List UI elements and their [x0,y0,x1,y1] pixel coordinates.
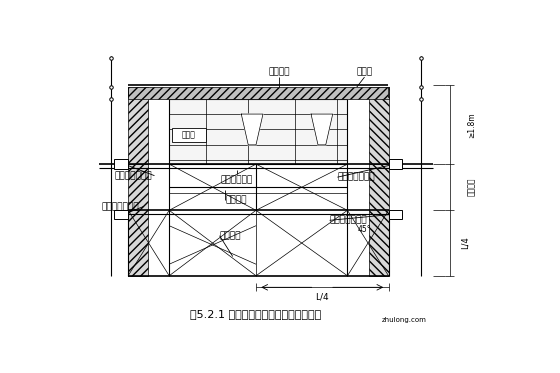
Text: 图5.2.1 滑模平台及筒仓顶板支撑示意图: 图5.2.1 滑模平台及筒仓顶板支撑示意图 [190,309,321,319]
Text: 加固斜撑: 加固斜撑 [220,231,241,240]
Bar [169,99,347,164]
Text: 加固箍条: 加固箍条 [225,196,246,205]
Text: 桁架高度: 桁架高度 [467,178,476,197]
Text: 斜撑支撑钢牛腿: 斜撑支撑钢牛腿 [330,216,367,225]
Text: 斜撑支撑钢牛腿: 斜撑支撑钢牛腿 [101,202,139,211]
Bar [128,164,147,276]
Text: 桁架支撑钢牛腿: 桁架支撑钢牛腿 [114,171,152,180]
Polygon shape [241,114,263,145]
Bar [114,160,128,169]
Text: 45°: 45° [358,225,371,234]
Text: ≥1.8m: ≥1.8m [467,113,476,138]
Bar [128,87,389,99]
Text: L/4: L/4 [315,292,329,301]
Bar [369,87,389,164]
Bar [114,210,128,219]
Bar [389,210,403,219]
Text: zhulong.com: zhulong.com [381,317,427,323]
Text: 外挑架: 外挑架 [356,67,372,76]
Bar [171,128,207,142]
Text: 筒仓顶板: 筒仓顶板 [268,67,290,76]
Text: 滑模架: 滑模架 [181,130,195,140]
Bar [128,87,147,164]
Bar [389,160,403,169]
Bar [369,164,389,276]
Bar [388,87,389,97]
Polygon shape [311,114,333,145]
Text: L/4: L/4 [461,236,470,250]
Text: 桁架支撑钢牛腿: 桁架支撑钢牛腿 [337,173,375,182]
Text: 滑模平台桁架: 滑模平台桁架 [221,175,253,184]
